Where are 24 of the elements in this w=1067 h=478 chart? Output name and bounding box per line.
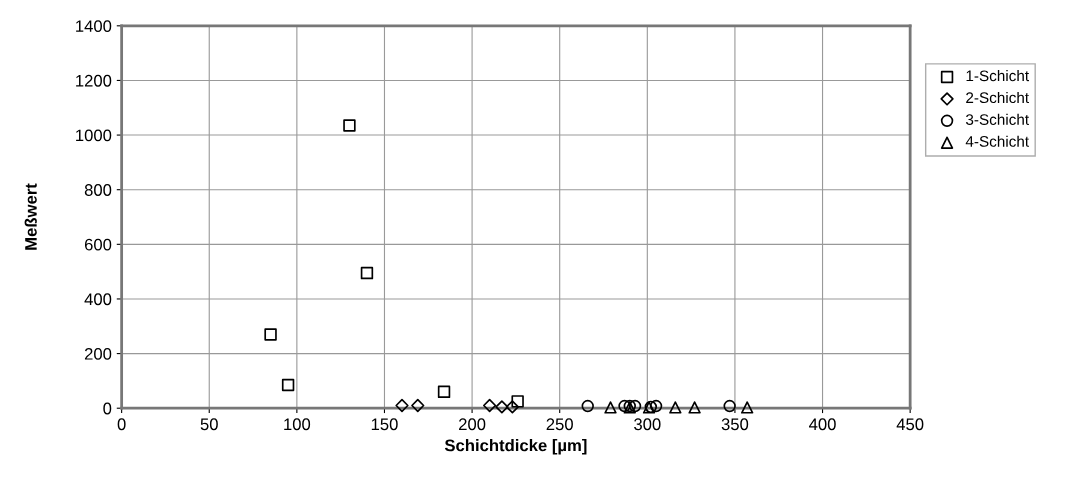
y-axis-title: Meßwert (24, 183, 37, 250)
x-tick-label: 200 (459, 418, 486, 431)
legend-label: 2-Schicht (966, 91, 1029, 104)
x-tick-label: 50 (200, 418, 218, 431)
x-tick-label: 250 (546, 418, 573, 431)
y-tick-label: 400 (84, 293, 112, 306)
x-tick-label: 450 (896, 418, 924, 431)
y-tick-label: 1400 (76, 20, 112, 33)
x-tick-label: 150 (371, 418, 398, 431)
x-tick-label: 400 (809, 418, 836, 431)
y-tick-label: 0 (103, 402, 112, 415)
legend-label: 3-Schicht (965, 113, 1029, 125)
x-tick-label: 0 (117, 418, 126, 431)
y-tick-label: 600 (84, 238, 112, 251)
x-tick-label: 100 (284, 418, 311, 431)
legend-label: 4-Schicht (965, 135, 1029, 147)
y-tick-label: 1200 (76, 74, 112, 87)
y-tick-label: 800 (84, 184, 112, 196)
x-tick-label: 300 (634, 418, 661, 431)
y-tick-label: 1000 (76, 129, 112, 142)
x-tick-label: 350 (721, 418, 749, 431)
x-axis-title: Schichtdicke [µm] (444, 439, 587, 455)
legend-label: 1-Schicht (966, 70, 1029, 82)
y-tick-label: 200 (84, 347, 112, 360)
